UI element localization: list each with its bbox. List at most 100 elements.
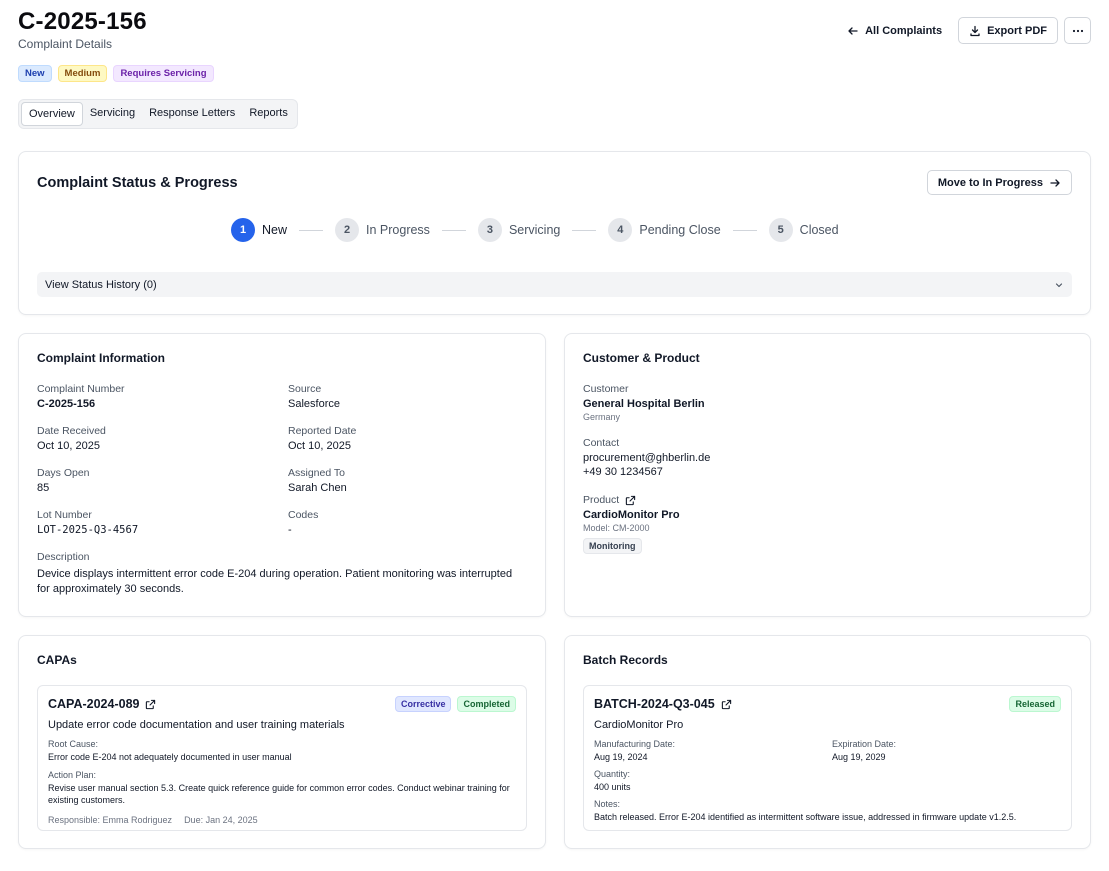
status-badges: New Medium Requires Servicing	[18, 65, 214, 82]
batch-product: CardioMonitor Pro	[594, 719, 684, 731]
external-link-icon[interactable]	[721, 699, 732, 710]
step-closed: 5 Closed	[768, 218, 839, 242]
more-options-button[interactable]	[1064, 17, 1091, 44]
reported-date-field: Reported Date Oct 10, 2025	[288, 425, 356, 452]
tab-response-letters[interactable]: Response Letters	[149, 107, 236, 119]
batch-status-badge: Released	[1009, 696, 1061, 712]
arrow-left-icon	[848, 26, 858, 35]
source-field: Source Salesforce	[288, 383, 340, 410]
quantity-label: Quantity:	[594, 769, 631, 779]
batch-records-card: Batch Records BATCH-2024-Q3-045 Released…	[564, 635, 1091, 849]
customer-product-card: Customer & Product Customer General Hosp…	[564, 333, 1091, 617]
customer-country: Germany	[583, 412, 621, 422]
step-number: 5	[768, 218, 793, 242]
external-link-icon[interactable]	[625, 495, 636, 506]
field-label: Source	[288, 383, 322, 395]
tab-overview[interactable]: Overview	[21, 102, 83, 126]
all-complaints-link[interactable]: All Complaints	[837, 19, 952, 43]
info-card-title: Complaint Information	[37, 351, 165, 365]
status-history-toggle[interactable]: View Status History (0)	[37, 272, 1072, 297]
step-label: New	[262, 223, 288, 237]
step-in-progress: 2 In Progress	[335, 218, 430, 242]
servicing-badge: Requires Servicing	[113, 65, 214, 82]
field-label: Product	[583, 494, 620, 506]
product-field: Product CardioMonitor Pro Model: CM-2000…	[583, 494, 680, 554]
exp-date-label: Expiration Date:	[832, 739, 897, 749]
capas-card-title: CAPAs	[37, 653, 77, 667]
status-card-title: Complaint Status & Progress	[37, 175, 238, 191]
external-link-icon[interactable]	[145, 699, 156, 710]
date-received-field: Date Received Oct 10, 2025	[37, 425, 106, 452]
step-connector	[441, 229, 466, 231]
move-to-in-progress-button[interactable]: Move to In Progress	[926, 170, 1072, 195]
field-value: Oct 10, 2025	[288, 440, 351, 452]
step-number: 3	[477, 218, 502, 242]
customer-card-title: Customer & Product	[583, 351, 700, 365]
customer-name: General Hospital Berlin	[583, 398, 705, 410]
export-pdf-button[interactable]: Export PDF	[958, 17, 1058, 44]
field-label: Date Received	[37, 425, 106, 437]
step-servicing: 3 Servicing	[477, 218, 560, 242]
capa-id[interactable]: CAPA-2024-089	[48, 697, 140, 711]
quantity-value: 400 units	[594, 782, 631, 792]
field-label: Assigned To	[288, 467, 346, 479]
status-badge: New	[18, 65, 52, 82]
product-label-row: Product	[583, 494, 680, 506]
page-header: C-2025-156 Complaint Details	[18, 8, 147, 51]
page-subtitle: Complaint Details	[18, 37, 113, 51]
status-stepper: 1 New 2 In Progress 3 Servicing 4 Pendin…	[231, 218, 839, 242]
field-label: Codes	[288, 509, 319, 521]
product-model: Model: CM-2000	[583, 523, 650, 533]
capa-title: Update error code documentation and user…	[48, 719, 345, 731]
step-pending-close: 4 Pending Close	[608, 218, 721, 242]
exp-date-value: Aug 19, 2029	[832, 752, 886, 762]
header-actions: All Complaints Export PDF	[837, 17, 1091, 44]
action-plan-label: Action Plan:	[48, 770, 97, 780]
all-complaints-label: All Complaints	[865, 24, 943, 37]
more-horizontal-icon	[1072, 29, 1083, 32]
field-label: Customer	[583, 383, 629, 395]
capa-item: CAPA-2024-089 Corrective Completed Updat…	[37, 685, 527, 831]
page-title: C-2025-156	[18, 8, 147, 35]
description-text: Device displays intermittent error code …	[37, 568, 513, 595]
field-value: -	[288, 524, 292, 536]
field-label: Description	[37, 551, 90, 563]
priority-badge: Medium	[57, 65, 108, 82]
export-pdf-label: Export PDF	[987, 24, 1047, 37]
batch-item: BATCH-2024-Q3-045 Released CardioMonitor…	[583, 685, 1072, 831]
customer-field: Customer General Hospital Berlin Germany	[583, 383, 705, 422]
capa-status-badge: Completed	[457, 696, 516, 712]
field-value: Oct 10, 2025	[37, 440, 100, 452]
step-label: Pending Close	[639, 223, 721, 237]
move-button-label: Move to In Progress	[937, 176, 1043, 189]
field-label: Lot Number	[37, 509, 92, 521]
capas-card: CAPAs CAPA-2024-089 Corrective Completed…	[18, 635, 546, 849]
step-label: In Progress	[366, 223, 430, 237]
capa-responsible: Responsible: Emma Rodriguez	[48, 815, 173, 825]
capa-id-row: CAPA-2024-089	[48, 697, 156, 711]
codes-field: Codes -	[288, 509, 318, 536]
download-icon	[970, 25, 980, 36]
product-category-chip: Monitoring	[583, 538, 642, 554]
field-value: C-2025-156	[37, 398, 96, 410]
notes-label: Notes:	[594, 799, 621, 809]
contact-field: Contact procurement@ghberlin.de +49 30 1…	[583, 437, 710, 478]
tab-servicing[interactable]: Servicing	[89, 107, 136, 119]
status-history-label: View Status History (0)	[45, 278, 157, 291]
step-connector	[732, 229, 757, 231]
batch-id[interactable]: BATCH-2024-Q3-045	[594, 697, 715, 711]
tab-reports[interactable]: Reports	[249, 107, 288, 119]
action-plan-text: Revise user manual section 5.3. Create q…	[48, 783, 510, 805]
arrow-right-icon	[1050, 178, 1060, 187]
complaint-number-field: Complaint Number C-2025-156	[37, 383, 125, 410]
mfg-date-value: Aug 19, 2024	[594, 752, 648, 762]
batch-card-title: Batch Records	[583, 653, 668, 667]
batch-id-row: BATCH-2024-Q3-045	[594, 697, 732, 711]
field-value: Sarah Chen	[288, 482, 347, 494]
field-value: Salesforce	[288, 398, 340, 410]
step-number: 1	[231, 218, 255, 242]
chevron-down-icon	[1055, 282, 1063, 287]
field-label: Complaint Number	[37, 383, 125, 395]
field-value: LOT-2025-Q3-4567	[37, 524, 139, 536]
contact-email[interactable]: procurement@ghberlin.de	[583, 452, 711, 464]
